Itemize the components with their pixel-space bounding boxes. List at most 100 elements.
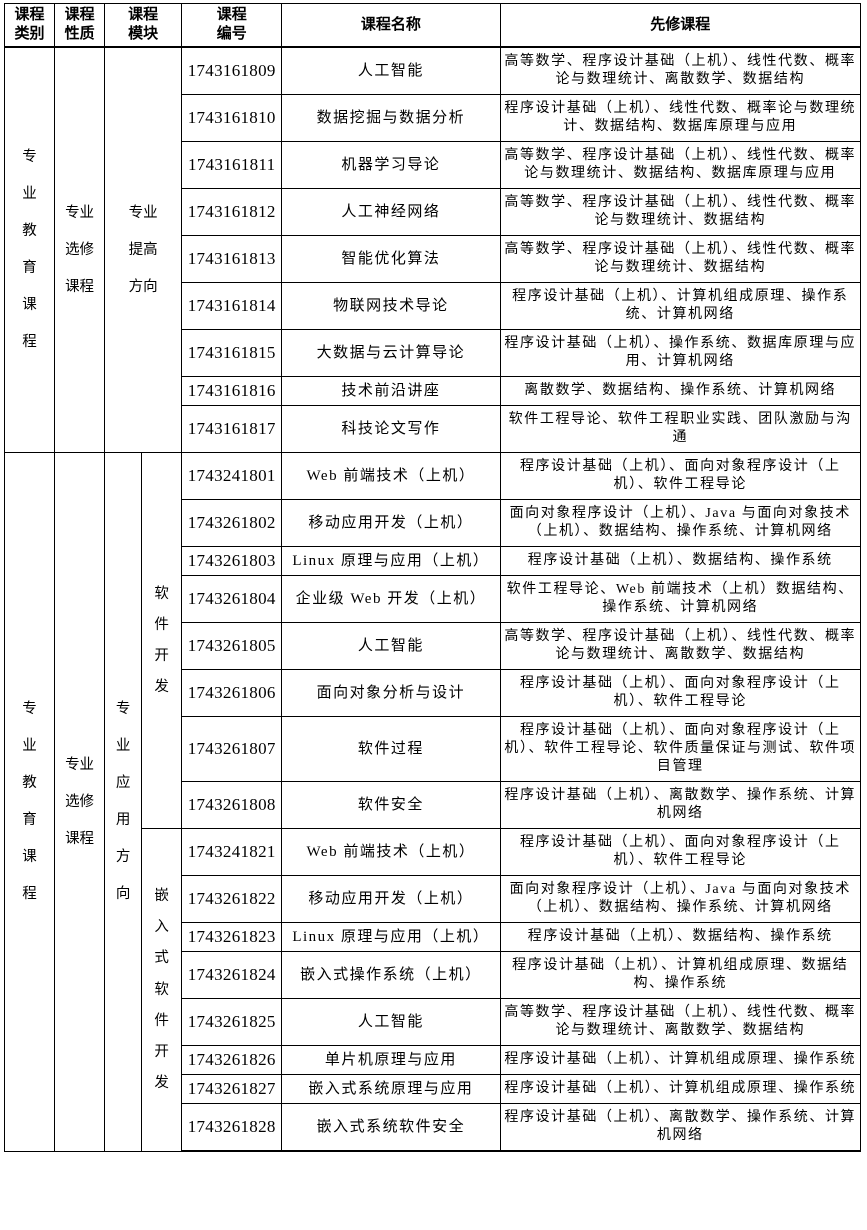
course-name: Web 前端技术（上机） [281, 452, 501, 501]
course-prereq: 程序设计基础（上机）、计算机组成原理、操作系统、计算机网络 [499, 282, 862, 331]
course-code: 1743241801 [181, 452, 283, 501]
course-prereq: 高等数学、程序设计基础（上机）、线性代数、概率论与数理统计、离散数学、数据结构 [499, 622, 862, 671]
table-row: 1743261802 移动应用开发（上机） 面向对象程序设计（上机）、Java … [5, 499, 862, 548]
course-name: 嵌入式操作系统（上机） [281, 951, 501, 1000]
course-prereq: 高等数学、程序设计基础（上机）、线性代数、概率论与数理统计、离散数学、数据结构 [499, 46, 862, 96]
header-name: 课程名称 [281, 3, 501, 49]
table-row: 专业教育课程 专业选修课程 专业提高方向 1743161809 人工智能 高等数… [3, 46, 862, 454]
course-code: 1743261822 [181, 875, 283, 924]
course-table: 课程类别 课程性质 课程模块 课程编号 课程名称 先修课程 专业教育课程 专业选… [3, 3, 862, 1153]
course-prereq: 程序设计基础（上机）、计算机组成原理、操作系统 [499, 1045, 862, 1076]
course-code: 1743261828 [181, 1103, 283, 1153]
header-prereq-label: 先修课程 [650, 16, 711, 33]
course-code: 1743261824 [181, 951, 283, 1000]
course-name: 人工智能 [281, 998, 501, 1047]
direction-label: 专业应用方向 [115, 701, 131, 903]
header-module: 课程模块 [104, 3, 183, 49]
header-module-label: 课程模块 [128, 7, 159, 43]
module-cell: 专业提高方向 [104, 46, 183, 454]
header-category: 课程类别 [3, 3, 56, 49]
course-code: 1743261823 [181, 922, 283, 953]
table-row: 1743261824 嵌入式操作系统（上机） 程序设计基础（上机）、计算机组成原… [5, 951, 862, 1000]
table-row: 1743161812 人工神经网络 高等数学、程序设计基础（上机）、线性代数、概… [5, 188, 862, 237]
table-row: 1743161817 科技论文写作 软件工程导论、软件工程职业实践、团队激励与沟… [5, 405, 862, 454]
table-row: 1743261826 单片机原理与应用 程序设计基础（上机）、计算机组成原理、操… [5, 1045, 862, 1076]
course-code: 1743161809 [181, 46, 283, 96]
course-prereq: 程序设计基础（上机）、计算机组成原理、操作系统 [499, 1074, 862, 1105]
course-code: 1743161816 [181, 376, 283, 407]
course-code: 1743161812 [181, 188, 283, 237]
course-name: 大数据与云计算导论 [281, 329, 501, 378]
table-row: 专业教育课程 专业选修课程 专业应用方向 软件开发 1743241801 Web… [3, 452, 862, 1152]
course-code: 1743261805 [181, 622, 283, 671]
course-code: 1743261802 [181, 499, 283, 548]
nature-cell: 专业选修课程 [54, 452, 106, 1152]
course-prereq: 高等数学、程序设计基础（上机）、线性代数、概率论与数理统计、数据结构 [499, 188, 862, 237]
course-code: 1743261826 [181, 1045, 283, 1076]
nature-label: 专业选修课程 [65, 756, 95, 847]
table-row: 1743261806 面向对象分析与设计 程序设计基础（上机）、面向对象程序设计… [5, 669, 862, 718]
header-category-label: 课程类别 [14, 7, 45, 43]
header-prereq: 先修课程 [499, 3, 862, 49]
course-name: 科技论文写作 [281, 405, 501, 454]
course-name: 单片机原理与应用 [281, 1045, 501, 1076]
table-row: 1743261828 嵌入式系统软件安全 程序设计基础（上机）、离散数学、操作系… [5, 1103, 862, 1153]
course-name: 嵌入式系统原理与应用 [281, 1074, 501, 1105]
course-prereq: 软件工程导论、软件工程职业实践、团队激励与沟通 [499, 405, 862, 454]
header-row: 课程类别 课程性质 课程模块 课程编号 课程名称 先修课程 [3, 3, 862, 49]
course-prereq: 程序设计基础（上机）、操作系统、数据库原理与应用、计算机网络 [499, 329, 862, 378]
submodule-cell: 嵌入式软件开发 [141, 828, 183, 1152]
course-prereq: 程序设计基础（上机）、线性代数、概率论与数理统计、数据结构、数据库原理与应用 [499, 94, 862, 143]
course-code: 1743161813 [181, 235, 283, 284]
course-prereq: 程序设计基础（上机）、面向对象程序设计（上机）、软件工程导论 [499, 452, 862, 501]
course-name: 面向对象分析与设计 [281, 669, 501, 718]
course-code: 1743261825 [181, 998, 283, 1047]
course-prereq: 程序设计基础（上机）、面向对象程序设计（上机）、软件工程导论 [499, 828, 862, 877]
course-prereq: 面向对象程序设计（上机）、Java 与面向对象技术（上机）、数据结构、操作系统、… [499, 875, 862, 924]
course-prereq: 程序设计基础（上机）、数据结构、操作系统 [499, 922, 862, 953]
course-name: 人工智能 [281, 622, 501, 671]
course-name: 移动应用开发（上机） [281, 875, 501, 924]
module-label: 专业提高方向 [128, 204, 158, 295]
course-code: 1743261804 [181, 575, 283, 624]
course-prereq: 软件工程导论、Web 前端技术（上机）数据结构、操作系统、计算机网络 [499, 575, 862, 624]
course-name: 数据挖掘与数据分析 [281, 94, 501, 143]
header-nature-label: 课程性质 [64, 7, 95, 43]
course-code: 1743261808 [181, 781, 283, 830]
header-name-label: 课程名称 [360, 16, 421, 33]
course-name: 人工神经网络 [281, 188, 501, 237]
course-code: 1743261807 [181, 716, 283, 783]
table-row: 1743161811 机器学习导论 高等数学、程序设计基础（上机）、线性代数、概… [5, 141, 862, 190]
submodule-cell: 软件开发 [141, 452, 183, 830]
table-row: 1743261823 Linux 原理与应用（上机） 程序设计基础（上机）、数据… [5, 922, 862, 953]
category-label: 专业教育课程 [22, 701, 37, 903]
category-cell: 专业教育课程 [3, 46, 56, 454]
course-name: 企业级 Web 开发（上机） [281, 575, 501, 624]
course-prereq: 程序设计基础（上机）、计算机组成原理、数据结构、操作系统 [499, 951, 862, 1000]
course-name: Web 前端技术（上机） [281, 828, 501, 877]
table-row: 1743261804 企业级 Web 开发（上机） 软件工程导论、Web 前端技… [5, 575, 862, 624]
course-code: 1743261806 [181, 669, 283, 718]
header-nature: 课程性质 [54, 3, 106, 49]
course-code: 1743161811 [181, 141, 283, 190]
course-name: 软件过程 [281, 716, 501, 783]
table-row: 1743261808 软件安全 程序设计基础（上机）、离散数学、操作系统、计算机… [5, 781, 862, 830]
direction-cell: 专业应用方向 [104, 452, 143, 1152]
category-label: 专业教育课程 [22, 149, 37, 351]
course-name: 物联网技术导论 [281, 282, 501, 331]
course-code: 1743241821 [181, 828, 283, 877]
course-code: 1743161815 [181, 329, 283, 378]
table-row: 1743261825 人工智能 高等数学、程序设计基础（上机）、线性代数、概率论… [5, 998, 862, 1047]
course-prereq: 高等数学、程序设计基础（上机）、线性代数、概率论与数理统计、数据结构 [499, 235, 862, 284]
course-prereq: 程序设计基础（上机）、面向对象程序设计（上机）、软件工程导论、软件质量保证与测试… [499, 716, 862, 783]
header-code: 课程编号 [181, 3, 283, 49]
course-prereq: 程序设计基础（上机）、数据结构、操作系统 [499, 546, 862, 577]
table-row: 1743261827 嵌入式系统原理与应用 程序设计基础（上机）、计算机组成原理… [5, 1074, 862, 1105]
submodule-label: 软件开发 [154, 585, 169, 696]
course-name: 软件安全 [281, 781, 501, 830]
course-name: 人工智能 [281, 46, 501, 96]
course-code: 1743161817 [181, 405, 283, 454]
course-name: 智能优化算法 [281, 235, 501, 284]
category-cell: 专业教育课程 [3, 452, 56, 1152]
table-row: 1743161814 物联网技术导论 程序设计基础（上机）、计算机组成原理、操作… [5, 282, 862, 331]
